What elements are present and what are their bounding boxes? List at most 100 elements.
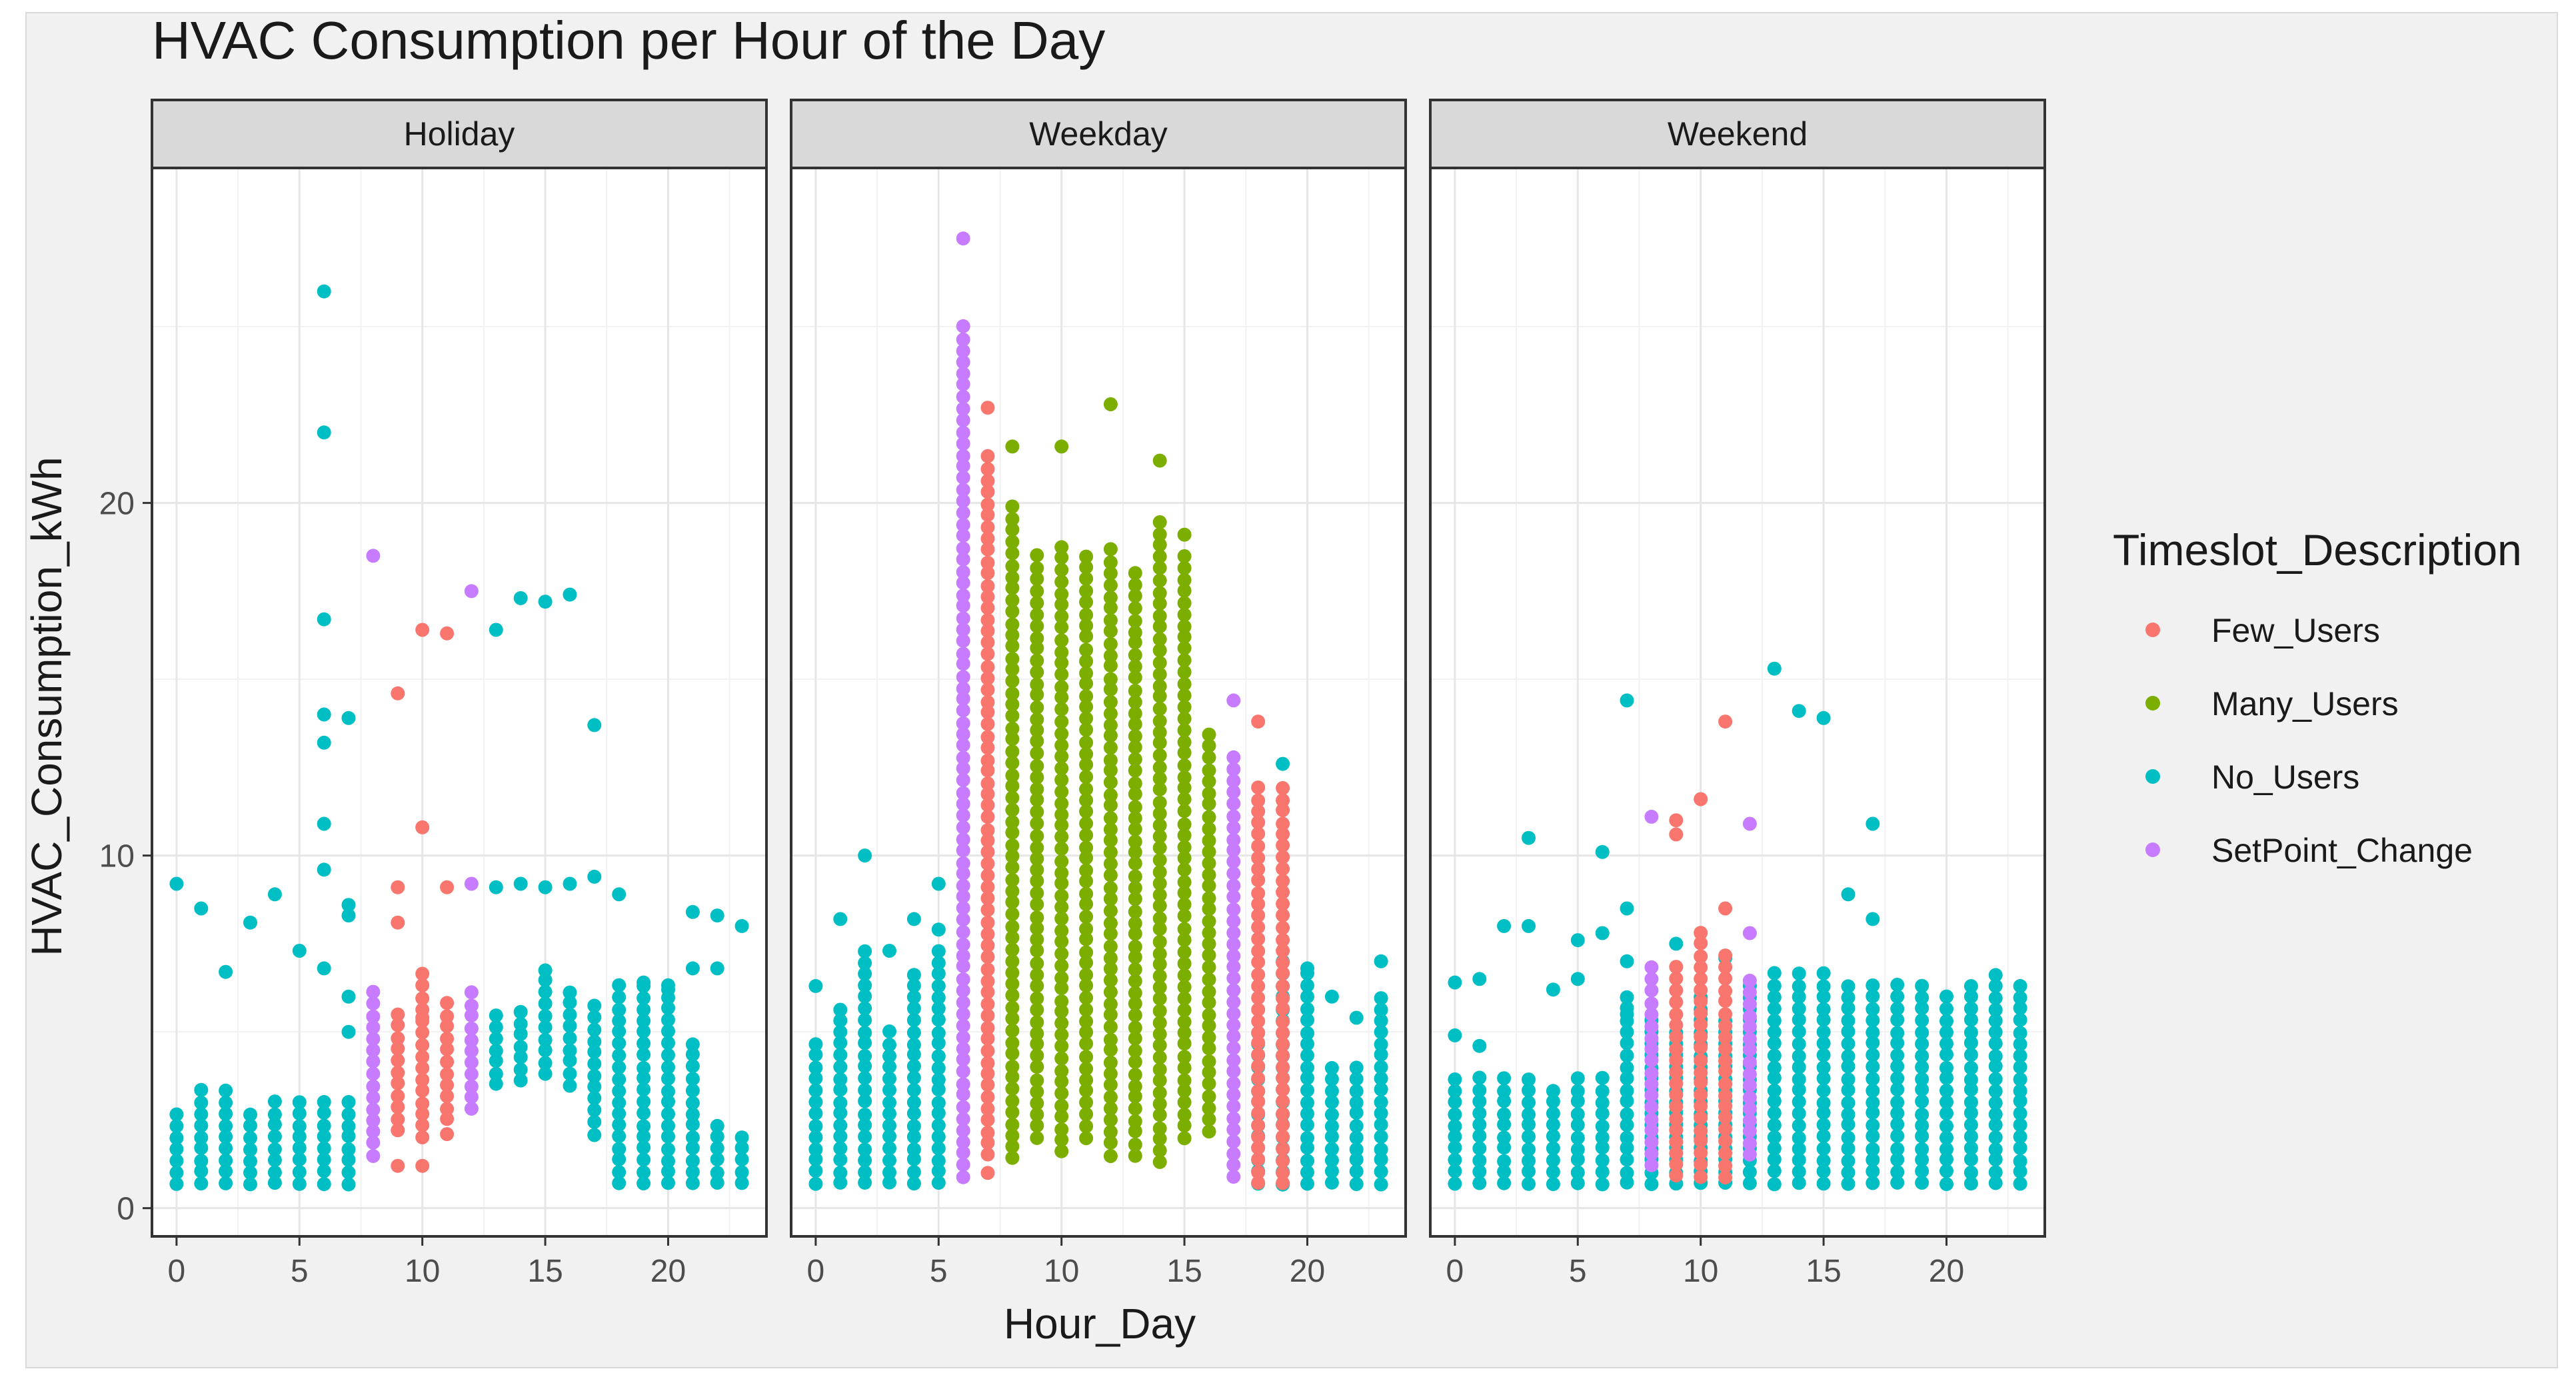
data-point-few-users — [980, 753, 995, 768]
data-point-no-users — [833, 1096, 848, 1110]
data-point-setpoint-change — [956, 333, 970, 347]
data-point-many-users — [1103, 637, 1118, 651]
data-point-no-users — [219, 1095, 233, 1110]
data-point-many-users — [1152, 549, 1167, 564]
data-point-many-users — [1152, 1154, 1167, 1169]
x-axis-title: Hour_Day — [1004, 1300, 1196, 1348]
data-point-many-users — [1202, 1089, 1216, 1104]
data-point-no-users — [1792, 1082, 1806, 1097]
data-point-no-users — [1620, 1140, 1634, 1155]
data-point-no-users — [1324, 1129, 1339, 1144]
data-point-many-users — [1030, 1002, 1044, 1017]
data-point-many-users — [1177, 968, 1192, 982]
data-point-many-users — [1030, 1015, 1044, 1030]
data-point-many-users — [1177, 723, 1192, 738]
data-point-many-users — [1128, 1101, 1142, 1116]
data-point-no-users — [292, 1119, 307, 1134]
data-point-no-users — [1669, 936, 1684, 951]
data-point-no-users — [1497, 1094, 1512, 1108]
data-point-few-users — [440, 1127, 455, 1142]
data-point-no-users — [1300, 1118, 1314, 1132]
data-point-no-users — [1841, 1059, 1856, 1074]
data-point-many-users — [1030, 712, 1044, 726]
data-point-no-users — [1570, 1165, 1585, 1180]
data-point-few-users — [1718, 960, 1733, 974]
data-point-no-users — [858, 1107, 872, 1122]
data-point-many-users — [1054, 924, 1069, 938]
data-point-many-users — [1202, 833, 1216, 848]
data-point-many-users — [1177, 956, 1192, 971]
data-point-few-users — [1251, 1014, 1266, 1028]
data-point-no-users — [1595, 1164, 1610, 1179]
data-point-no-users — [317, 1118, 331, 1133]
data-point-setpoint-change — [1226, 902, 1241, 917]
data-point-no-users — [341, 1177, 356, 1192]
data-point-no-users — [1915, 1001, 1930, 1016]
data-point-no-users — [1988, 1130, 2003, 1144]
data-point-no-users — [1595, 1084, 1610, 1098]
data-point-no-users — [1915, 1013, 1930, 1028]
data-point-many-users — [1005, 778, 1020, 793]
data-point-many-users — [1030, 968, 1044, 982]
data-point-no-users — [1324, 1119, 1339, 1134]
data-point-no-users — [341, 1165, 356, 1180]
data-point-few-users — [1276, 1001, 1290, 1016]
data-point-setpoint-change — [956, 344, 970, 359]
data-point-few-users — [1694, 960, 1708, 974]
data-point-many-users — [1079, 689, 1094, 704]
data-point-few-users — [1718, 1134, 1733, 1148]
data-point-many-users — [1177, 886, 1192, 900]
data-point-many-users — [1152, 911, 1167, 926]
data-point-no-users — [906, 1095, 921, 1110]
data-point-few-users — [980, 776, 995, 791]
data-point-no-users — [1988, 1072, 2003, 1086]
data-point-no-users — [808, 1083, 823, 1098]
data-point-no-users — [1915, 1060, 1930, 1074]
data-point-many-users — [1005, 920, 1020, 934]
data-point-no-users — [1448, 1140, 1462, 1155]
data-point-no-users — [1890, 1165, 1905, 1179]
data-point-many-users — [1005, 1070, 1020, 1084]
data-point-few-users — [980, 798, 995, 812]
data-point-setpoint-change — [956, 389, 970, 404]
data-point-many-users — [1005, 652, 1020, 667]
data-point-setpoint-change — [1742, 926, 1757, 940]
data-point-no-users — [587, 1034, 602, 1049]
data-point-no-users — [1816, 1106, 1831, 1120]
data-point-no-users — [2013, 1048, 2027, 1063]
data-point-many-users — [1054, 854, 1069, 868]
data-point-no-users — [1939, 1119, 1953, 1134]
data-point-many-users — [1030, 782, 1044, 796]
data-point-no-users — [1349, 1142, 1364, 1157]
data-point-no-users — [931, 1036, 946, 1050]
data-point-few-users — [980, 401, 995, 415]
data-point-few-users — [1669, 1088, 1684, 1102]
data-point-no-users — [1448, 1094, 1462, 1109]
data-point-no-users — [1349, 1164, 1364, 1178]
data-point-many-users — [1005, 581, 1020, 595]
data-point-no-users — [1816, 1176, 1831, 1191]
data-point-no-users — [1890, 989, 1905, 1004]
data-point-many-users — [1177, 850, 1192, 865]
data-point-no-users — [1915, 1164, 1930, 1178]
data-point-no-users — [1546, 1141, 1560, 1156]
data-point-few-users — [1718, 1076, 1733, 1091]
data-point-no-users — [685, 1117, 700, 1132]
data-point-no-users — [1620, 990, 1634, 1004]
data-point-many-users — [1152, 969, 1167, 984]
data-point-no-users — [1620, 1166, 1634, 1180]
data-point-setpoint-change — [464, 1044, 479, 1058]
data-point-no-users — [1472, 1038, 1487, 1053]
data-point-many-users — [1128, 1008, 1142, 1022]
data-point-no-users — [1522, 1154, 1536, 1168]
data-point-no-users — [734, 1140, 749, 1155]
data-point-no-users — [1595, 1096, 1610, 1110]
data-point-many-users — [1152, 656, 1167, 670]
data-point-no-users — [1767, 1164, 1782, 1178]
data-point-few-users — [1694, 1017, 1708, 1032]
data-point-many-users — [1202, 936, 1216, 951]
data-point-few-users — [980, 716, 995, 731]
data-point-many-users — [1005, 639, 1020, 653]
data-point-few-users — [980, 579, 995, 593]
